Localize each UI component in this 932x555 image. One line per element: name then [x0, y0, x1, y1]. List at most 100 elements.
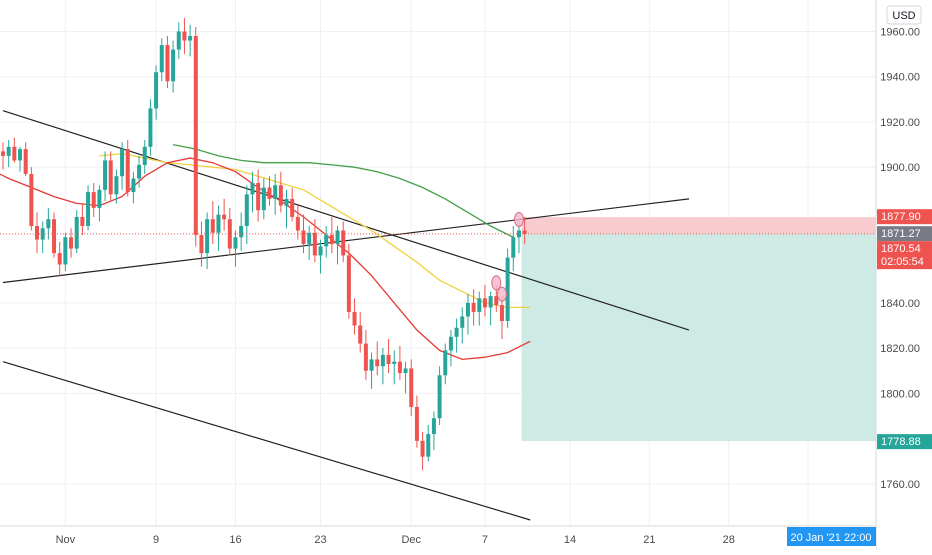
candle-body	[482, 298, 487, 308]
candle	[46, 207, 51, 240]
stop-price-badge: 1877.90	[877, 209, 932, 225]
candle-body	[420, 440, 425, 457]
take-profit-zone[interactable]	[521, 233, 876, 442]
x-tick-label: 16	[229, 534, 241, 546]
candle-body	[318, 246, 323, 256]
candle	[499, 296, 504, 340]
candle	[477, 291, 482, 326]
candle-body	[86, 192, 91, 226]
trendline[interactable]	[2, 361, 531, 521]
highlight-mark	[491, 275, 502, 291]
candle-body	[18, 149, 23, 161]
candle-body	[1, 151, 5, 156]
candle-body	[403, 368, 408, 373]
candle-body	[171, 49, 176, 82]
trendlines[interactable]	[2, 110, 690, 521]
currency-badge[interactable]: USD	[886, 5, 922, 25]
candle	[358, 311, 363, 353]
candle	[227, 207, 232, 256]
countdown-badge: 02:05:54	[877, 255, 932, 270]
candle	[114, 169, 119, 204]
trendline[interactable]	[2, 110, 690, 331]
y-tick-label: 1900.00	[880, 162, 920, 174]
current-price-badge-text: 1870.54	[881, 243, 921, 255]
target-price-badge: 1778.88	[877, 434, 932, 450]
candle	[397, 345, 402, 380]
candle	[278, 171, 283, 213]
candle-body	[380, 354, 385, 367]
stop-loss-zone[interactable]	[521, 217, 876, 234]
crosshair-time-text: 20 Jan '21 22:00	[790, 532, 871, 544]
candle	[120, 142, 125, 190]
candle	[86, 185, 91, 231]
last-price-badge-text: 1871.27	[881, 228, 921, 240]
candle	[23, 142, 28, 177]
candle	[12, 137, 17, 163]
candle	[52, 212, 57, 258]
candle	[57, 241, 62, 276]
sma-yellow-line	[99, 152, 531, 309]
candle-body	[488, 296, 493, 308]
candle-body	[63, 237, 68, 265]
y-tick-label: 1760.00	[880, 479, 920, 491]
candle-body	[74, 216, 79, 249]
stop-price-badge-text: 1877.90	[881, 211, 921, 223]
candle-body	[369, 359, 374, 371]
candle	[244, 185, 249, 245]
candle-body	[142, 146, 147, 165]
candle-body	[414, 406, 419, 441]
candle-body	[465, 302, 470, 317]
candle	[18, 146, 23, 172]
candle-body	[295, 216, 300, 231]
position-zones[interactable]	[521, 217, 876, 442]
candle	[154, 65, 159, 120]
candle	[103, 151, 108, 202]
candle-body	[188, 36, 193, 41]
candle	[205, 212, 210, 269]
candle-body	[108, 160, 113, 195]
candles	[1, 17, 527, 471]
candle-body	[6, 146, 11, 156]
candle	[250, 171, 255, 213]
candle	[165, 36, 170, 89]
candle-body	[267, 187, 272, 199]
candle	[290, 187, 295, 222]
candle-body	[363, 343, 368, 371]
time-axis[interactable]: Nov91623Dec7142128220 Jan '21 22:00	[56, 527, 876, 546]
candle-body	[284, 198, 289, 206]
candle-body	[210, 219, 215, 233]
candle	[159, 38, 164, 82]
candle-body	[23, 149, 28, 174]
candle	[522, 216, 527, 245]
sma-red-line	[0, 157, 531, 361]
candle	[199, 221, 204, 267]
candle	[182, 17, 187, 55]
candle-body	[499, 305, 504, 321]
price-axis[interactable]: 1960.00 1940.00 1920.00 1900.00 1840.00 1820.…	[880, 26, 920, 490]
candle-body	[358, 325, 363, 344]
candle-body	[148, 108, 153, 147]
trendline[interactable]	[2, 198, 690, 284]
candle-body	[392, 361, 397, 364]
candle-body	[341, 230, 346, 256]
y-tick-label: 1820.00	[880, 343, 920, 355]
candle-body	[454, 327, 459, 337]
candle	[426, 425, 431, 462]
moving-averages	[0, 143, 531, 361]
candle-body	[460, 316, 465, 328]
candle	[273, 173, 278, 215]
x-tick-label: 7	[482, 534, 488, 546]
currency-label: USD	[892, 10, 915, 22]
candle	[403, 361, 408, 394]
candle-body	[216, 214, 221, 233]
candle-body	[244, 194, 249, 226]
candle	[171, 40, 176, 93]
candle-body	[227, 219, 232, 249]
candle	[409, 359, 414, 416]
candle-body	[57, 253, 62, 265]
candle	[386, 339, 391, 373]
candle	[40, 221, 45, 254]
